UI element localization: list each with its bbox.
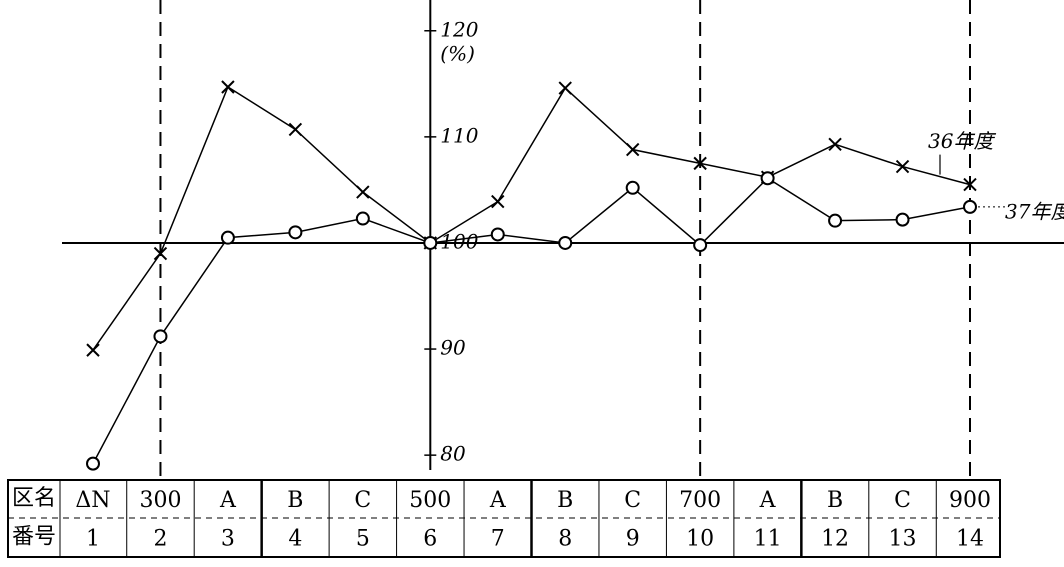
x-marker <box>153 246 168 261</box>
x-tick-label: 11 <box>754 527 782 552</box>
district-label: A <box>489 488 507 513</box>
y-tick-label: 120 <box>440 17 478 41</box>
district-label: B <box>557 488 573 513</box>
circle-marker <box>86 456 100 471</box>
x-tick-label: 3 <box>221 527 235 552</box>
district-label: 700 <box>679 488 721 513</box>
x-tick-label: 5 <box>356 527 370 552</box>
x-marker <box>895 159 910 174</box>
circle-marker <box>963 199 977 214</box>
circle-marker <box>423 235 438 250</box>
x-marker <box>86 343 100 357</box>
x-tick-label: 8 <box>558 527 572 552</box>
x-marker <box>288 122 303 137</box>
district-label: B <box>287 488 303 513</box>
district-label: B <box>827 488 843 513</box>
x-tick-label: 1 <box>86 527 100 552</box>
x-marker <box>693 156 707 171</box>
district-label: 300 <box>139 488 181 513</box>
circle-marker <box>558 235 573 250</box>
series-line <box>92 177 971 464</box>
circle-marker <box>625 180 640 195</box>
district-label: C <box>354 488 371 513</box>
district-label: C <box>894 488 911 513</box>
district-label: A <box>219 488 237 513</box>
table-header: 番号 <box>12 525 56 550</box>
circle-marker <box>288 225 303 240</box>
circle-marker <box>760 171 775 186</box>
x-tick-label: 7 <box>491 527 505 552</box>
district-label: 900 <box>949 488 991 513</box>
x-marker <box>356 185 370 199</box>
series-label: 36年度 <box>928 129 996 153</box>
district-label: 500 <box>409 488 451 513</box>
district-label: ΔN <box>75 488 110 513</box>
x-tick-label: 2 <box>153 527 167 552</box>
y-tick-label: 80 <box>440 442 466 466</box>
circle-marker <box>895 212 910 227</box>
x-tick-label: 6 <box>423 527 437 552</box>
circle-marker <box>693 238 708 253</box>
x-tick-label: 13 <box>889 527 917 552</box>
y-tick-label: 90 <box>440 336 466 360</box>
circle-marker <box>355 211 370 226</box>
district-label: A <box>759 488 777 513</box>
x-marker <box>625 142 640 157</box>
x-tick-label: 10 <box>686 527 714 552</box>
x-tick-label: 14 <box>956 527 984 552</box>
x-marker <box>221 80 235 94</box>
district-label: C <box>624 488 641 513</box>
x-marker <box>491 194 505 209</box>
circle-marker <box>153 329 168 344</box>
x-tick-label: 12 <box>821 527 849 552</box>
x-marker <box>558 81 572 95</box>
circle-marker <box>220 230 235 245</box>
circle-marker <box>490 227 505 242</box>
series-label: 37年度 <box>1005 199 1064 223</box>
y-unit: (%) <box>440 41 475 65</box>
table-header: 区名 <box>12 486 56 511</box>
y-tick-label: 110 <box>440 123 478 147</box>
series-line <box>92 85 971 351</box>
x-tick-label: 9 <box>626 527 640 552</box>
x-marker <box>963 177 977 192</box>
circle-marker <box>828 213 843 228</box>
x-tick-label: 4 <box>288 527 302 552</box>
x-marker <box>828 137 842 151</box>
